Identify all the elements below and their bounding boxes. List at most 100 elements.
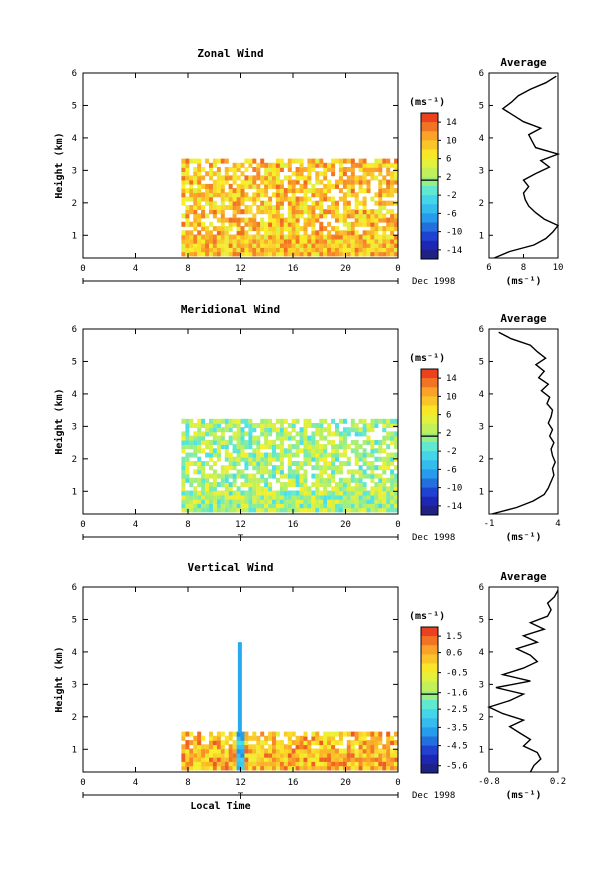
heatmap-cell	[319, 740, 324, 746]
heatmap-cell	[299, 486, 304, 492]
heatmap-cell	[205, 494, 210, 500]
heatmap-cell	[224, 761, 229, 767]
heatmap-cell	[260, 473, 265, 479]
heatmap-cell	[382, 192, 387, 198]
heatmap-cell	[212, 735, 217, 741]
profile-line	[487, 589, 559, 773]
heatmap-cell	[205, 226, 210, 232]
heatmap-cell	[299, 242, 304, 248]
heatmap-cell	[362, 503, 367, 509]
heatmap-cell	[209, 200, 213, 206]
heatmap-cell	[350, 234, 355, 240]
heatmap-cell	[216, 473, 221, 479]
heatmap-cell	[216, 234, 221, 240]
heatmap-cell	[212, 448, 217, 454]
colorbar-swatch	[421, 240, 438, 251]
heatmap-cell	[252, 439, 257, 445]
heatmap-cell	[338, 162, 343, 168]
heatmap-cell	[189, 752, 194, 758]
heatmap-cell	[303, 175, 308, 181]
heatmap-cell	[205, 247, 210, 253]
heatmap-cell	[335, 486, 339, 492]
heatmap-cell	[228, 221, 233, 227]
heatmap-cell	[228, 234, 233, 240]
heatmap-cell	[275, 452, 280, 458]
heatmap-cell	[212, 486, 217, 492]
heatmap-cell	[319, 465, 324, 471]
heatmap-cell	[354, 448, 359, 454]
heatmap-cell	[287, 473, 292, 479]
heatmap-cell	[248, 196, 253, 202]
heatmap-cell	[378, 205, 383, 210]
profile-y-tick-label: 4	[479, 134, 484, 144]
heatmap-cell	[240, 756, 245, 762]
heatmap-cell	[260, 179, 265, 185]
heatmap-cell	[366, 465, 371, 471]
heatmap-cell	[338, 490, 343, 496]
heatmap-cell	[244, 238, 249, 244]
heatmap-cell	[201, 439, 206, 445]
heatmap-cell	[185, 242, 190, 248]
heatmap-cell	[209, 744, 213, 750]
heatmap-cell	[236, 439, 241, 445]
heatmap-cell	[287, 444, 292, 450]
heatmap-cell	[185, 171, 190, 177]
heatmap-cell	[382, 490, 387, 496]
heatmap-cell	[212, 490, 217, 496]
heatmap-cell	[382, 761, 387, 767]
heatmap-cell	[193, 242, 198, 248]
heatmap-cell	[240, 748, 245, 754]
heatmap-cell	[374, 740, 379, 746]
heatmap-cell	[382, 498, 387, 504]
heatmap-cell	[311, 230, 316, 236]
heatmap-cell	[185, 423, 190, 428]
heatmap-cell	[370, 765, 375, 771]
colorbar-frame	[420, 626, 439, 774]
heatmap-cell	[220, 748, 225, 754]
heatmap-cell	[346, 209, 351, 215]
heatmap-cell	[201, 756, 206, 762]
heatmap-cell	[303, 431, 308, 437]
heatmap-cell	[386, 251, 391, 257]
heatmap-cell	[181, 482, 186, 488]
heatmap-cell	[358, 503, 363, 509]
colorbar-tick-label: -3.5	[446, 723, 468, 733]
heatmap-cell	[256, 465, 261, 471]
heatmap-cell	[378, 213, 383, 219]
heatmap-cell	[299, 162, 304, 168]
x-tick-label: 8	[185, 520, 190, 530]
heatmap-cell	[366, 494, 371, 500]
heatmap-cell	[299, 427, 304, 433]
colorbar-swatch	[421, 222, 438, 233]
colorbar-tick-label: -6	[446, 209, 457, 219]
heatmap-cell	[390, 234, 395, 240]
heatmap-cell	[268, 735, 273, 741]
heatmap-cell	[185, 247, 190, 253]
heatmap-cell	[236, 752, 241, 758]
heatmap-cell	[319, 748, 324, 754]
heatmap-cell	[315, 431, 320, 437]
heatmap-cell	[338, 494, 343, 500]
heatmap-cell	[228, 761, 233, 767]
heatmap-cell	[350, 213, 355, 219]
heatmap-cell	[394, 435, 399, 441]
heatmap-cell	[264, 230, 269, 236]
heatmap-cell	[362, 448, 367, 454]
heatmap-cell	[212, 482, 217, 488]
heatmap-cell	[232, 188, 237, 194]
profile-x-label: (ms⁻¹)	[505, 790, 541, 801]
heatmap-cell	[236, 423, 241, 428]
heatmap-cell	[362, 162, 367, 168]
heatmap-cell	[252, 179, 257, 185]
x-tick-label: 8	[185, 778, 190, 788]
heatmap-cell	[189, 423, 194, 428]
heatmap-cell	[240, 247, 245, 253]
heatmap-cell	[362, 431, 367, 437]
heatmap-cell	[331, 238, 336, 244]
heatmap-cell	[307, 234, 312, 240]
heatmap-cell	[197, 192, 202, 198]
heatmap-cell	[216, 171, 221, 177]
heatmap-cell	[232, 238, 237, 244]
colorbar-swatch	[421, 195, 438, 205]
colorbar-tick-label: -2	[446, 447, 457, 457]
